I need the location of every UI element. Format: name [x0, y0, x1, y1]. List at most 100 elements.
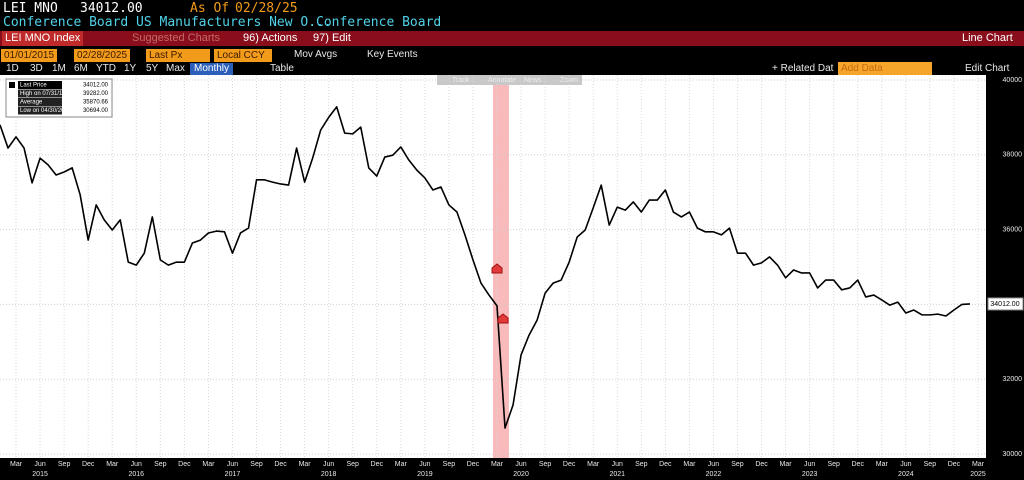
- x-tick-label: Dec: [852, 461, 865, 468]
- add-data[interactable]: Add Data: [838, 62, 932, 75]
- source: Conference Board: [316, 15, 442, 30]
- x-tick-label: Sep: [539, 461, 552, 468]
- year-label: 2023: [802, 471, 818, 478]
- x-tick-label: Jun: [131, 461, 142, 468]
- year-label: 2018: [321, 471, 337, 478]
- x-tick-label: Mar: [10, 461, 23, 468]
- legend-swatch: [9, 82, 15, 88]
- x-tick-label: Jun: [612, 461, 623, 468]
- x-tick-label: Jun: [804, 461, 815, 468]
- event-marker[interactable]: [491, 263, 503, 274]
- legend-label-bg: [18, 106, 62, 115]
- x-tick-label: Jun: [900, 461, 911, 468]
- year-label: 2020: [513, 471, 529, 478]
- year-label: 2015: [32, 471, 48, 478]
- price-line: [0, 106, 971, 429]
- year-label: 2016: [128, 471, 144, 478]
- currency[interactable]: Local CCY: [214, 49, 272, 62]
- legend-value: 30694.00: [83, 108, 109, 114]
- legend-label-bg: [18, 98, 62, 106]
- chart: Track Annotate News Zoom Last Price 34012.00…: [0, 75, 1024, 478]
- y-tick-label: 38000: [1003, 152, 1023, 159]
- legend-value: 39282.00: [83, 91, 109, 97]
- field[interactable]: Last Px: [146, 49, 210, 62]
- x-tick-label: Sep: [250, 461, 263, 468]
- x-tick-label: Dec: [755, 461, 768, 468]
- x-tick-label: Mar: [780, 461, 793, 468]
- event-marker[interactable]: [497, 313, 509, 324]
- edit-menu[interactable]: 97) Edit: [313, 32, 351, 44]
- legend-label: Low on 04/30/20: [20, 108, 65, 114]
- range-button[interactable]: YTD: [96, 63, 116, 74]
- edit-chart[interactable]: Edit Chart: [965, 63, 1010, 74]
- toolbar-item[interactable]: Zoom: [560, 77, 578, 84]
- security[interactable]: LEI MNO Index: [2, 31, 84, 46]
- legend-value: 34012.00: [83, 83, 109, 89]
- year-label: 2025: [970, 471, 986, 478]
- toolbar-item[interactable]: News: [524, 77, 542, 84]
- ticker: LEI MNO: [3, 1, 58, 16]
- x-tick-label: Mar: [683, 461, 696, 468]
- frequency[interactable]: Monthly: [190, 63, 234, 75]
- x-tick-label: Dec: [274, 461, 287, 468]
- toolbar-item[interactable]: Annotate: [488, 77, 516, 84]
- x-tick-label: Sep: [346, 461, 359, 468]
- y-tick-label: 40000: [1003, 77, 1023, 84]
- x-tick-label: Dec: [82, 461, 95, 468]
- x-tick-label: Sep: [924, 461, 937, 468]
- legend-label-bg: [18, 81, 62, 89]
- description: Conference Board US Manufacturers New O.…: [3, 15, 332, 30]
- x-tick-label: Sep: [827, 461, 840, 468]
- range-button[interactable]: 1Y: [124, 63, 137, 74]
- x-tick-label: Dec: [178, 461, 191, 468]
- year-label: 2024: [898, 471, 914, 478]
- x-tick-label: Jun: [323, 461, 334, 468]
- x-tick-label: Mar: [876, 461, 889, 468]
- y-tick-label: 36000: [1003, 226, 1023, 233]
- suggested-charts[interactable]: Suggested Charts: [132, 32, 221, 44]
- x-tick-label: Sep: [731, 461, 744, 468]
- as-of-date: 02/28/25: [235, 1, 298, 16]
- x-tick-label: Sep: [154, 461, 167, 468]
- range-button[interactable]: Max: [166, 63, 185, 74]
- year-label: 2022: [706, 471, 722, 478]
- chart-type[interactable]: Line Chart: [962, 32, 1013, 44]
- legend-label-bg: [18, 89, 62, 98]
- related-data[interactable]: + Related Dat: [772, 63, 834, 74]
- x-tick-label: Mar: [106, 461, 119, 468]
- as-of-label: As Of: [190, 1, 230, 16]
- toolbar-item[interactable]: Track: [452, 77, 470, 84]
- year-label: 2019: [417, 471, 433, 478]
- x-tick-label: Dec: [371, 461, 384, 468]
- actions-menu[interactable]: 96) Actions: [243, 32, 298, 44]
- recession-band: [493, 75, 509, 458]
- key-events[interactable]: Key Events: [367, 49, 418, 60]
- y-tick-label: 32000: [1003, 376, 1023, 383]
- legend-label: Last Price: [20, 83, 47, 89]
- range-button[interactable]: 6M: [74, 63, 88, 74]
- x-tick-label: Mar: [491, 461, 504, 468]
- series: [0, 106, 971, 429]
- x-tick-label: Jun: [419, 461, 430, 468]
- x-tick-label: Dec: [563, 461, 576, 468]
- x-tick-label: Sep: [58, 461, 71, 468]
- x-tick-label: Mar: [299, 461, 312, 468]
- x-tick-label: Jun: [708, 461, 719, 468]
- range-button[interactable]: 3D: [30, 63, 43, 74]
- legend-label: High on 07/31/18: [20, 91, 66, 97]
- legend: Last Price 34012.00 High on 07/31/18 39282.…: [5, 78, 113, 118]
- table-button[interactable]: Table: [270, 63, 294, 74]
- year-label: 2021: [609, 471, 625, 478]
- x-tick-label: Dec: [467, 461, 480, 468]
- mov-avgs[interactable]: Mov Avgs: [294, 49, 338, 60]
- legend-value: 35870.66: [83, 100, 109, 106]
- x-tick-label: Dec: [948, 461, 961, 468]
- range-button[interactable]: 5Y: [146, 63, 159, 74]
- x-tick-label: Mar: [972, 461, 985, 468]
- range-button[interactable]: 1D: [6, 63, 19, 74]
- end-date[interactable]: 02/28/2025: [74, 49, 131, 62]
- last-value-label: 34012.00: [990, 301, 1019, 308]
- x-tick-label: Sep: [635, 461, 648, 468]
- start-date[interactable]: 01/01/2015: [1, 49, 58, 62]
- range-button[interactable]: 1M: [52, 63, 66, 74]
